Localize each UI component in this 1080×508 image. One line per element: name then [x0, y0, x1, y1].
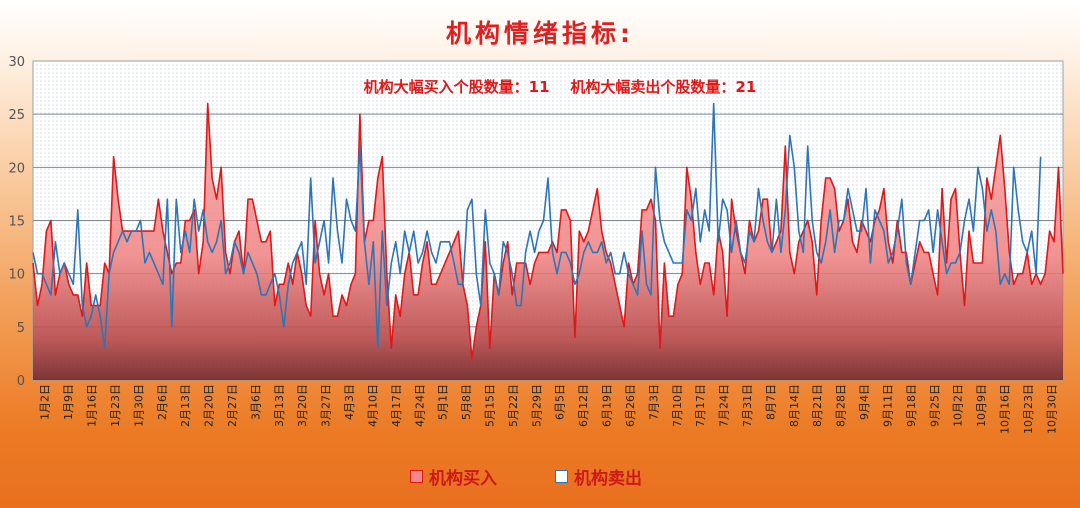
chart-subtitle: 机构大幅买入个股数量：11 机构大幅卖出个股数量：21 — [364, 78, 757, 96]
legend-item-buy[interactable]: 机构买入 — [410, 464, 497, 489]
x-tick-label: 6月26日 — [624, 384, 637, 427]
y-tick-label: 25 — [8, 108, 25, 123]
x-tick-label: 7月31日 — [741, 384, 754, 427]
x-tick-label: 5月1日 — [437, 384, 450, 420]
legend-label-sell: 机构卖出 — [574, 468, 642, 489]
legend-item-sell[interactable]: 机构卖出 — [555, 464, 642, 489]
x-tick-label: 1月2日 — [39, 384, 52, 420]
x-tick-label: 7月17日 — [694, 384, 707, 427]
x-axis: 1月2日 1月9日 1月16日 1月23日 1月30日 2月6日 2月13日 2月20日 2月2… — [39, 384, 1059, 434]
legend-label-buy: 机构买入 — [429, 468, 497, 489]
x-tick-label: 7月24日 — [718, 384, 731, 427]
x-tick-label: 9月18日 — [905, 384, 918, 427]
x-tick-label: 9月11日 — [881, 384, 894, 427]
x-tick-label: 5月22日 — [507, 384, 520, 427]
y-tick-label: 0 — [17, 374, 25, 389]
y-tick-label: 5 — [17, 321, 25, 336]
x-tick-label: 5月15日 — [483, 384, 496, 427]
x-tick-label: 3月13日 — [273, 384, 286, 427]
x-tick-label: 2月27日 — [226, 384, 239, 427]
x-tick-label: 3月20日 — [296, 384, 309, 427]
x-tick-label: 9月25日 — [928, 384, 941, 427]
x-tick-label: 4月10日 — [366, 384, 379, 427]
x-tick-label: 8月14日 — [788, 384, 801, 427]
x-tick-label: 4月3日 — [343, 384, 356, 420]
x-tick-label: 3月6日 — [249, 384, 262, 420]
x-tick-label: 6月12日 — [577, 384, 590, 427]
series-group — [32, 102, 1064, 380]
x-tick-label: 5月29日 — [530, 384, 543, 427]
x-tick-label: 9月4日 — [858, 384, 871, 420]
x-tick-label: 4月17日 — [390, 384, 403, 427]
legend-swatch-buy — [410, 469, 423, 483]
x-tick-label: 2月13日 — [179, 384, 192, 427]
x-tick-label: 8月21日 — [811, 384, 824, 427]
x-tick-label: 10月16日 — [998, 384, 1011, 434]
x-tick-label: 1月9日 — [62, 384, 75, 420]
y-axis: 0 5 10 15 20 25 30 — [8, 55, 25, 389]
x-tick-label: 7月3日 — [647, 384, 660, 420]
legend-swatch-sell — [555, 469, 568, 483]
y-tick-label: 20 — [8, 161, 25, 176]
y-tick-label: 15 — [8, 215, 25, 230]
chart-title: 机构情绪指标: — [446, 19, 634, 48]
x-tick-label: 6月19日 — [601, 384, 614, 427]
buy-area — [33, 103, 1063, 380]
x-tick-label: 10月23日 — [1022, 384, 1035, 434]
x-tick-label: 10月2日 — [952, 384, 965, 427]
x-tick-label: 3月27日 — [320, 384, 333, 427]
y-tick-label: 30 — [8, 55, 25, 70]
x-tick-label: 7月10日 — [671, 384, 684, 427]
x-tick-label: 8月28日 — [835, 384, 848, 427]
x-tick-label: 10月30日 — [1045, 384, 1058, 434]
x-tick-label: 1月30日 — [132, 384, 145, 427]
x-tick-label: 10月9日 — [975, 384, 988, 427]
x-tick-label: 8月7日 — [764, 384, 777, 420]
x-tick-label: 5月8日 — [460, 384, 473, 420]
x-tick-label: 6月5日 — [554, 384, 567, 420]
x-tick-label: 1月23日 — [109, 384, 122, 427]
x-tick-label: 2月20日 — [203, 384, 216, 427]
x-tick-label: 2月6日 — [156, 384, 169, 420]
sell-line — [32, 102, 1042, 349]
x-tick-label: 1月16日 — [86, 384, 99, 427]
x-tick-label: 4月24日 — [413, 384, 426, 427]
y-tick-label: 10 — [8, 268, 25, 283]
